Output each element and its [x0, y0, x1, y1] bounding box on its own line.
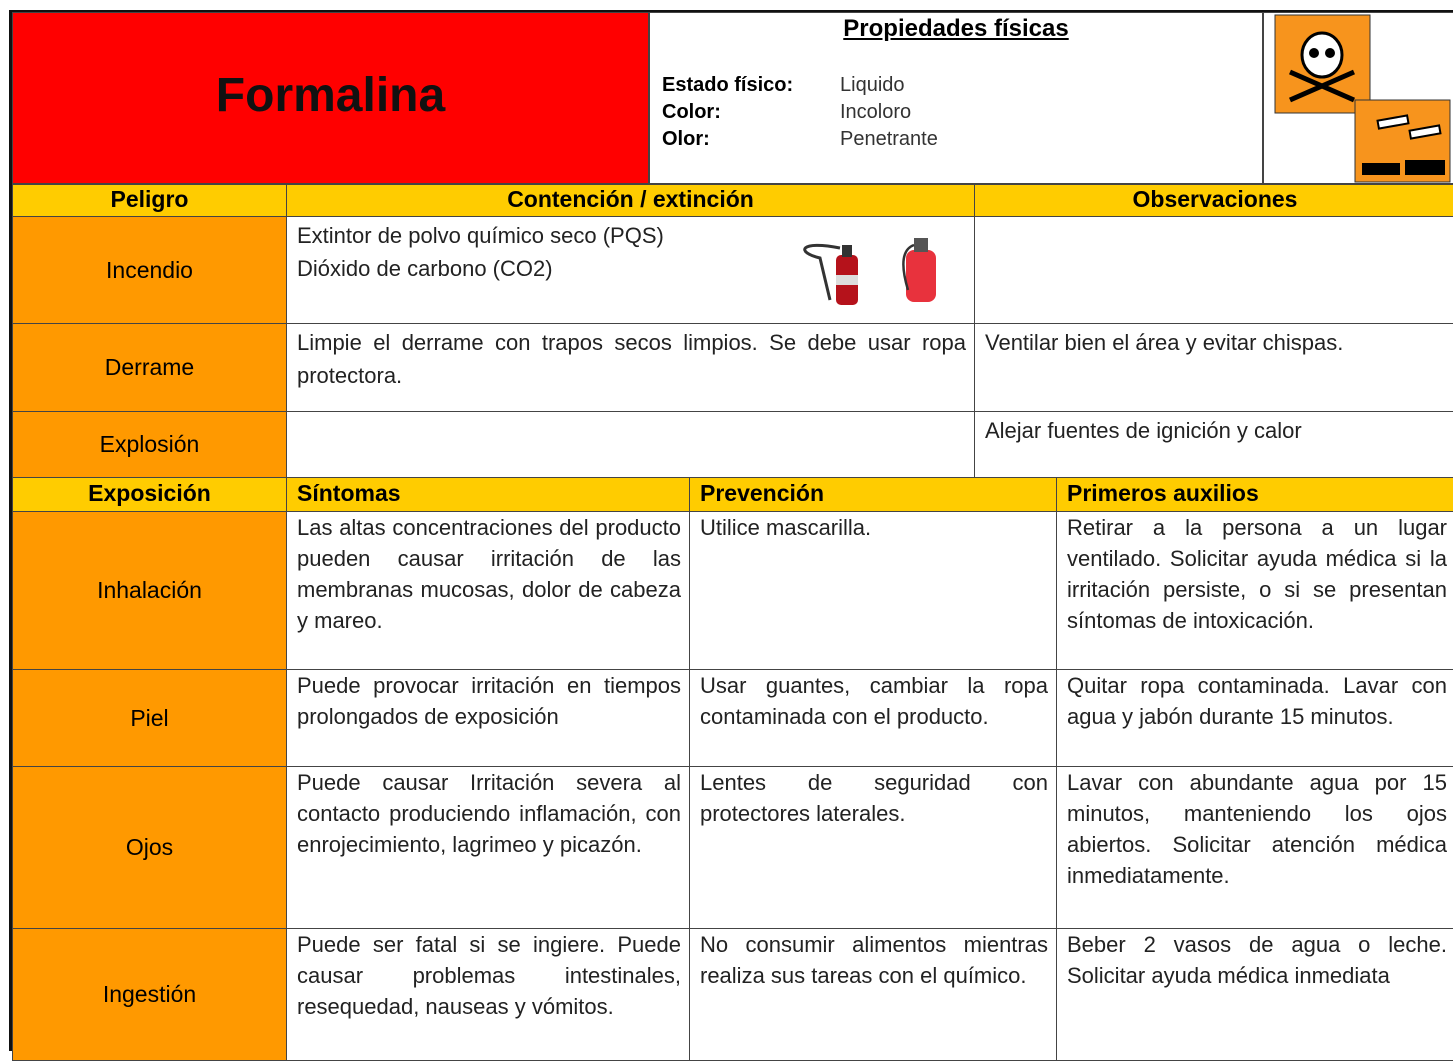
column-header: Exposición: [12, 477, 287, 512]
column-header-text: Prevención: [700, 480, 824, 506]
row-label-text: Inhalación: [97, 577, 202, 603]
observations-cell: Ventilar bien el área y evitar chispas.: [974, 323, 1453, 412]
column-header-text: Síntomas: [297, 480, 401, 506]
symptoms-text: Puede provocar irritación en tiempos pro…: [297, 673, 681, 729]
property-value: Incoloro: [840, 101, 912, 123]
first-aid-text: Beber 2 vasos de agua o leche. Solicitar…: [1067, 932, 1447, 988]
prevention-cell: Usar guantes, cambiar la ropa contaminad…: [689, 669, 1057, 767]
column-header: Observaciones: [974, 184, 1453, 217]
symptoms-text: Puede causar Irritación severa al contac…: [297, 770, 681, 857]
first-aid-cell: Quitar ropa contaminada. Lavar con agua …: [1056, 669, 1453, 767]
observations-text: Alejar fuentes de ignición y calor: [985, 418, 1302, 443]
symptoms-text: Las altas concentraciones del producto p…: [297, 515, 681, 633]
row-label-text: Ojos: [125, 834, 174, 860]
symptoms-text: Puede ser fatal si se ingiere. Puede cau…: [297, 932, 681, 1019]
pictogram-cell: [1263, 12, 1453, 184]
property-label: Olor:: [662, 128, 710, 150]
title-cell: Formalina: [12, 12, 649, 184]
containment-text: Limpie el derrame con trapos secos limpi…: [297, 330, 966, 388]
containment-text: Extintor de polvo químico seco (PQS): [297, 223, 664, 248]
first-aid-cell: Beber 2 vasos de agua o leche. Solicitar…: [1056, 928, 1453, 1061]
row-label: Ingestión: [12, 928, 287, 1061]
title: Formalina: [215, 68, 446, 122]
containment-text: Dióxido de carbono (CO2): [297, 256, 553, 281]
property-value: Penetrante: [840, 128, 938, 150]
containment-cell: [286, 411, 975, 478]
column-header: Contención / extinción: [286, 184, 975, 217]
column-header-text: Exposición: [88, 480, 211, 506]
symptoms-cell: Puede ser fatal si se ingiere. Puede cau…: [286, 928, 690, 1061]
property-label: Estado físico:: [662, 74, 794, 96]
row-label: Derrame: [12, 323, 287, 412]
containment-cell: Limpie el derrame con trapos secos limpi…: [286, 323, 975, 412]
row-label-text: Explosión: [99, 431, 200, 457]
prevention-cell: Lentes de seguridad con protectores late…: [689, 766, 1057, 929]
row-label: Inhalación: [12, 511, 287, 670]
first-aid-cell: Retirar a la persona a un lugar ventilad…: [1056, 511, 1453, 670]
row-label: Incendio: [12, 216, 287, 324]
prevention-cell: Utilice mascarilla.: [689, 511, 1057, 670]
prevention-cell: No consumir alimentos mientras realiza s…: [689, 928, 1057, 1061]
sheet: [9, 10, 1453, 1051]
column-header-text: Observaciones: [1132, 186, 1298, 212]
property-label: Color:: [662, 101, 721, 123]
properties-cell: Propiedades físicas Estado físico: Liquido…: [649, 12, 1263, 184]
row-label-text: Ingestión: [102, 981, 197, 1007]
row-label-text: Incendio: [106, 256, 193, 283]
column-header: Primeros auxilios: [1056, 477, 1453, 512]
observations-cell: Alejar fuentes de ignición y calor: [974, 411, 1453, 478]
first-aid-text: Quitar ropa contaminada. Lavar con agua …: [1067, 673, 1447, 729]
row-label-text: Piel: [130, 704, 169, 731]
prevention-text: No consumir alimentos mientras realiza s…: [700, 932, 1048, 988]
property-value: Liquido: [840, 74, 905, 96]
observations-cell: [974, 216, 1453, 324]
first-aid-text: Retirar a la persona a un lugar ventilad…: [1067, 515, 1447, 633]
prevention-text: Lentes de seguridad con protectores late…: [700, 770, 1048, 826]
symptoms-cell: Puede provocar irritación en tiempos pro…: [286, 669, 690, 767]
containment-cell: Extintor de polvo químico seco (PQS) Dióx…: [286, 216, 975, 324]
column-header-text: Peligro: [110, 186, 189, 212]
first-aid-cell: Lavar con abundante agua por 15 minutos,…: [1056, 766, 1453, 929]
prevention-text: Utilice mascarilla.: [700, 515, 872, 540]
row-label: Explosión: [12, 411, 287, 478]
column-header: Prevención: [689, 477, 1057, 512]
column-header-text: Contención / extinción: [507, 186, 754, 212]
symptoms-cell: Las altas concentraciones del producto p…: [286, 511, 690, 670]
prevention-text: Usar guantes, cambiar la ropa contaminad…: [700, 673, 1048, 729]
row-label-text: Derrame: [104, 354, 195, 380]
column-header-text: Primeros auxilios: [1067, 480, 1259, 506]
observations-text: Ventilar bien el área y evitar chispas.: [985, 330, 1344, 355]
column-header: Síntomas: [286, 477, 690, 512]
column-header: Peligro: [12, 184, 287, 217]
properties-title: Propiedades físicas: [843, 15, 1069, 42]
row-label: Ojos: [12, 766, 287, 929]
first-aid-text: Lavar con abundante agua por 15 minutos,…: [1067, 770, 1447, 888]
symptoms-cell: Puede causar Irritación severa al contac…: [286, 766, 690, 929]
row-label: Piel: [12, 669, 287, 767]
